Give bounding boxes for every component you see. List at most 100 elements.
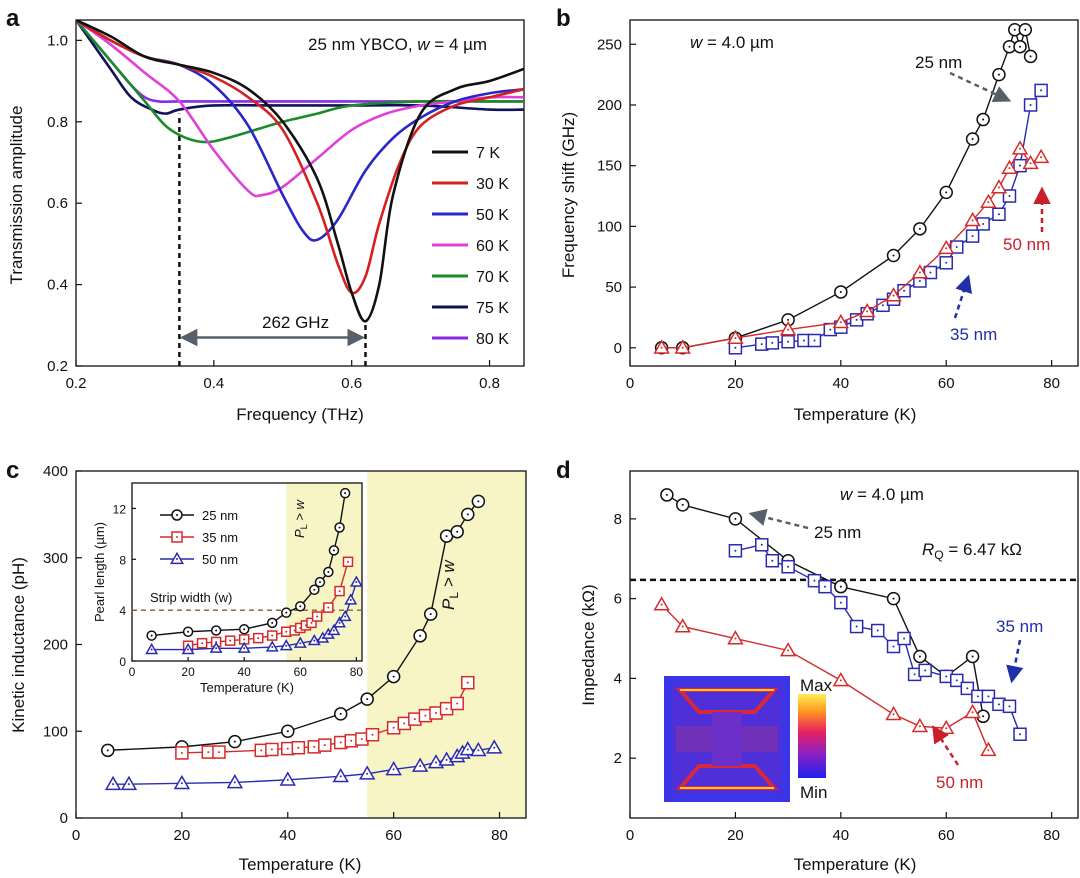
axes-frame	[75, 19, 525, 367]
axes-frame	[131, 482, 363, 662]
a-legend: 7 K 30 K 50 K 60 K 70 K 75 K 80 K	[432, 145, 509, 348]
point-35nm-dot	[1029, 103, 1032, 106]
point-35nm-dot	[913, 673, 916, 676]
point-35nm-dot	[839, 601, 842, 604]
point-35nm-dot	[734, 549, 737, 552]
c-inset-ylabel: Pearl length (µm)	[92, 522, 107, 622]
d-colorbar-max: Max	[800, 676, 833, 695]
point-35nm-dot	[771, 559, 774, 562]
d-simulation-image	[664, 676, 790, 802]
c-inset: 0 20 40 60 80 0 4 8 12 Temperature (K) Pearl len…	[92, 482, 363, 695]
x-tick-label: 40	[238, 665, 252, 679]
point-35nm-dot	[316, 615, 319, 618]
x-tick-label: 20	[181, 665, 195, 679]
d-arrow-50nm	[932, 725, 960, 766]
point-50nm-dot	[392, 768, 395, 771]
curve-60k	[76, 20, 524, 198]
point-35nm-dot	[323, 744, 326, 747]
point-25nm-dot	[982, 715, 985, 718]
curve-30k	[76, 20, 524, 295]
point-35nm-dot	[286, 747, 289, 750]
point-50nm-dot	[477, 749, 480, 752]
point-35nm-dot	[392, 726, 395, 729]
b-label-50nm: 50 nm	[1003, 235, 1050, 254]
d-arrow-35nm	[1006, 639, 1024, 684]
y-tick-label: 4	[119, 604, 126, 618]
point-25nm-dot	[299, 605, 302, 608]
d-colorbar-min: Min	[800, 783, 827, 802]
series-line-50nm	[661, 604, 990, 751]
point-25nm-dot	[1013, 28, 1016, 31]
point-25nm-dot	[477, 500, 480, 503]
point-25nm-dot	[1029, 55, 1032, 58]
point-50nm-dot	[681, 625, 684, 628]
point-50nm-dot	[987, 749, 990, 752]
sim-right-arm	[742, 726, 778, 752]
point-35nm-dot	[201, 642, 204, 645]
point-25nm-dot	[243, 628, 246, 631]
point-35nm-dot	[955, 246, 958, 249]
point-25nm-dot	[150, 634, 153, 637]
point-35nm-dot	[997, 213, 1000, 216]
y-tick-label: 50	[605, 279, 622, 296]
y-tick-label: 250	[597, 36, 622, 53]
y-tick-label: 300	[43, 550, 68, 567]
point-25nm-dot	[429, 613, 432, 616]
point-35nm-dot	[945, 675, 948, 678]
point-35nm-dot	[313, 745, 316, 748]
x-tick-label: 60	[294, 665, 308, 679]
b-title: w = 4.0 µm	[690, 33, 774, 52]
point-35nm-dot	[466, 681, 469, 684]
point-35nm-dot	[1019, 164, 1022, 167]
x-tick-label: 60	[385, 827, 402, 844]
b-label-25nm: 25 nm	[915, 53, 962, 72]
c-region-label: PL > w	[439, 559, 461, 610]
d-colorbar	[798, 694, 826, 778]
panel-c-label: c	[6, 457, 19, 484]
point-50nm-dot	[233, 781, 236, 784]
point-35nm-dot	[903, 637, 906, 640]
point-50nm-dot	[839, 321, 842, 324]
point-35nm-dot	[976, 695, 979, 698]
point-35nm-dot	[180, 751, 183, 754]
point-35nm-dot	[435, 712, 437, 715]
point-25nm-dot	[839, 585, 842, 588]
point-50nm-dot	[892, 294, 895, 297]
point-35nm-dot	[824, 585, 827, 588]
point-50nm-dot	[344, 615, 347, 618]
point-50nm-dot	[339, 775, 342, 778]
point-25nm-dot	[215, 629, 218, 632]
point-50nm-dot	[180, 782, 183, 785]
point-25nm-dot	[392, 675, 395, 678]
c-inset-legend-marker-dot	[176, 558, 178, 560]
b-ylabel: Frequency shift (GHz)	[559, 112, 578, 278]
point-50nm-dot	[839, 679, 842, 682]
x-tick-label: 20	[727, 827, 744, 844]
point-35nm-dot	[1008, 195, 1011, 198]
point-35nm-dot	[346, 560, 349, 563]
a-ylabel: Transmission amplitude	[7, 106, 26, 285]
point-35nm-dot	[771, 341, 774, 344]
y-tick-label: 2	[614, 750, 622, 767]
x-tick-label: 0	[129, 665, 136, 679]
point-50nm-dot	[435, 761, 437, 764]
y-tick-label: 4	[614, 670, 622, 687]
x-tick-label: 80	[1043, 827, 1060, 844]
point-35nm-dot	[360, 738, 363, 741]
point-25nm-dot	[233, 740, 236, 743]
point-35nm-dot	[371, 733, 374, 736]
point-50nm-dot	[918, 725, 921, 728]
point-25nm-dot	[106, 749, 109, 752]
c-inset-legend-25nm: 25 nm	[202, 508, 238, 523]
b-xlabel: Temperature (K)	[794, 405, 917, 424]
y-tick-label: 0.4	[47, 277, 68, 294]
c-inset-legend-35nm: 35 nm	[202, 530, 238, 545]
panel-b-label: b	[556, 5, 571, 32]
panel-a: a 0.2 0.4 0.6 0.8 0.2 0.4 0.6 0.8 1.0 Frequency …	[6, 5, 525, 424]
point-25nm-dot	[445, 535, 448, 538]
point-35nm-dot	[338, 590, 341, 593]
legend-30k: 30 K	[476, 176, 509, 193]
point-35nm-dot	[813, 579, 816, 582]
point-35nm-dot	[802, 339, 805, 342]
point-35nm-dot	[924, 669, 927, 672]
